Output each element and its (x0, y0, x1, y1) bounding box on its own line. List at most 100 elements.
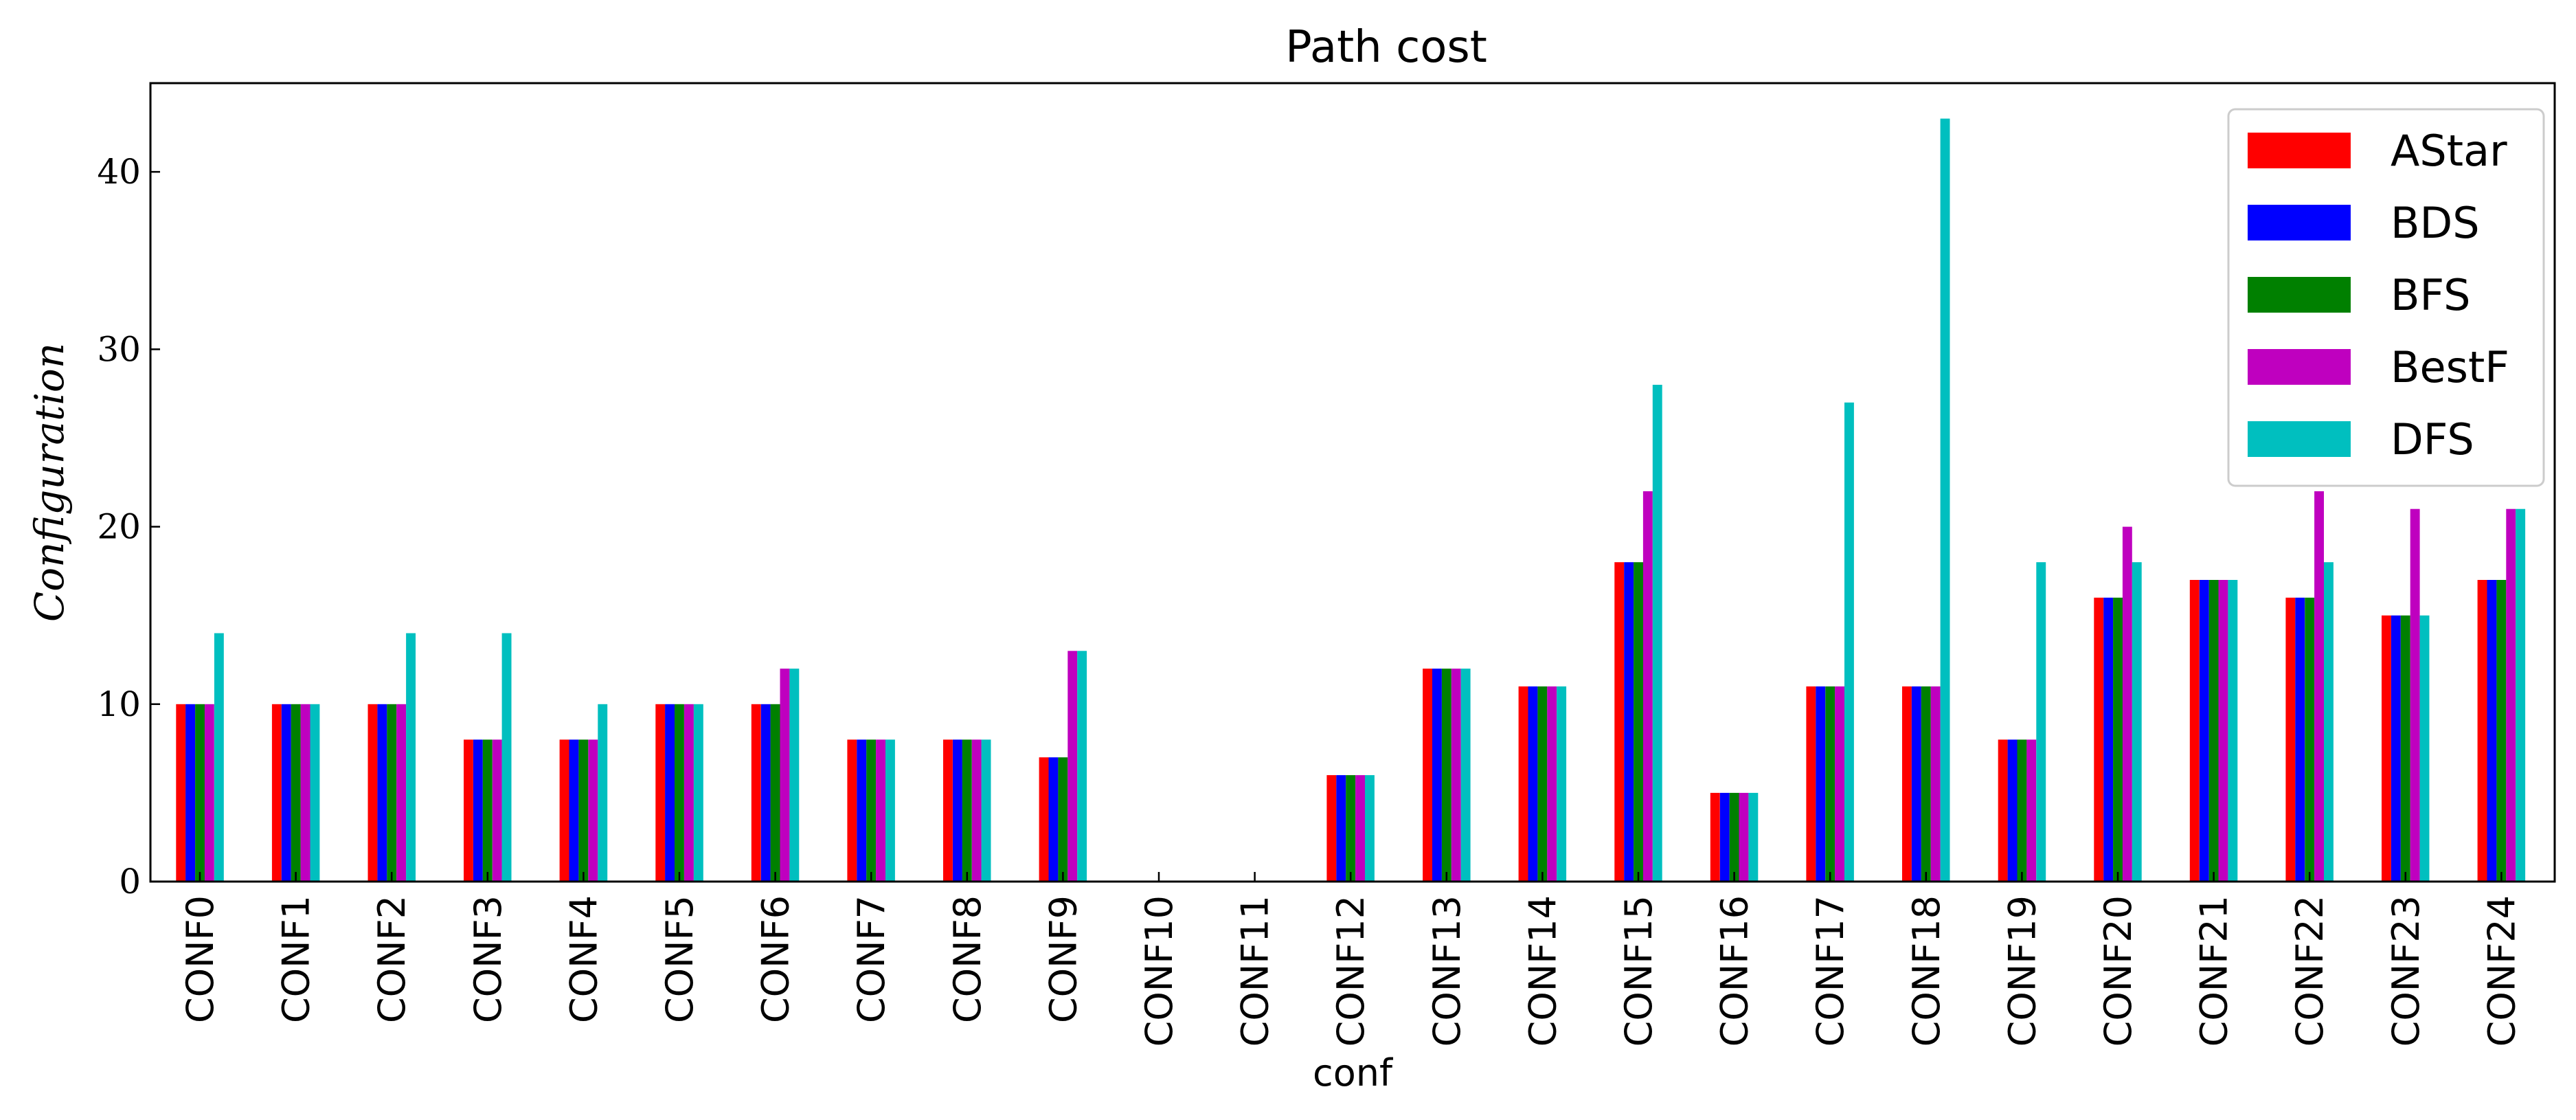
bar-bestf-conf20 (2122, 526, 2132, 882)
bar-bestf-conf21 (2218, 580, 2228, 882)
bar-astar-conf2 (368, 704, 378, 882)
x-tick-label: CONF11 (1234, 895, 1277, 1046)
bar-bds-conf21 (2199, 580, 2209, 882)
x-tick-label: CONF10 (1138, 895, 1181, 1046)
bar-bds-conf9 (1048, 757, 1059, 882)
x-tick-label: CONF3 (466, 895, 510, 1023)
x-tick-label: CONF5 (658, 895, 701, 1023)
bar-astar-conf0 (176, 704, 186, 882)
bar-astar-conf1 (271, 704, 282, 882)
bar-bfs-conf17 (1825, 686, 1835, 882)
bar-astar-conf12 (1326, 775, 1337, 882)
legend-box (2227, 108, 2545, 487)
bar-dfs-conf1 (310, 704, 320, 882)
bar-bds-conf19 (2007, 739, 2018, 882)
bar-astar-conf17 (1806, 686, 1816, 882)
bar-dfs-conf2 (406, 633, 416, 882)
bar-bfs-conf19 (2017, 739, 2027, 882)
bar-astar-conf18 (1902, 686, 1912, 882)
bar-astar-conf22 (2285, 597, 2296, 882)
bar-bfs-conf22 (2305, 597, 2315, 882)
bar-dfs-conf9 (1077, 651, 1087, 882)
y-axis-label: Configuration (26, 343, 73, 622)
plot-frame (149, 82, 2556, 883)
bar-bestf-conf17 (1835, 686, 1844, 882)
bar-bestf-conf8 (971, 739, 982, 882)
bar-bds-conf6 (760, 704, 771, 882)
x-tick-label: CONF18 (1905, 895, 1948, 1046)
bar-bds-conf4 (569, 739, 579, 882)
bar-bds-conf22 (2295, 597, 2305, 882)
x-tick-label: CONF16 (1713, 895, 1756, 1046)
bar-bfs-conf0 (195, 704, 205, 882)
bar-bds-conf20 (2103, 597, 2114, 882)
bar-bestf-conf19 (2026, 739, 2037, 882)
bar-bfs-conf14 (1537, 686, 1548, 882)
bar-astar-conf7 (847, 739, 857, 882)
bar-bfs-conf21 (2208, 580, 2219, 882)
bar-astar-conf15 (1614, 562, 1625, 882)
x-tick-label: CONF4 (562, 895, 605, 1023)
bar-bestf-conf2 (396, 704, 407, 882)
x-tick-label: CONF7 (850, 895, 893, 1023)
legend-swatch-bds (2248, 205, 2351, 240)
bar-bestf-conf23 (2410, 508, 2420, 882)
bar-astar-conf16 (1710, 792, 1720, 882)
bar-dfs-conf3 (501, 633, 512, 882)
bar-astar-conf19 (1998, 739, 2008, 882)
x-tick-label: CONF9 (1041, 895, 1085, 1023)
bar-bds-conf0 (185, 704, 195, 882)
bar-bestf-conf16 (1739, 792, 1749, 882)
bar-bfs-conf18 (1921, 686, 1931, 882)
bar-astar-conf14 (1518, 686, 1528, 882)
x-tick-label: CONF24 (2480, 895, 2523, 1046)
bar-bds-conf24 (2487, 580, 2497, 882)
bar-bestf-conf12 (1355, 775, 1365, 882)
x-tick-label: CONF1 (275, 895, 318, 1023)
x-tick-label: CONF14 (1521, 895, 1564, 1046)
x-tick-label: CONF12 (1329, 895, 1372, 1046)
bar-bestf-conf7 (876, 739, 885, 882)
bar-dfs-conf24 (2516, 508, 2526, 882)
bar-astar-conf6 (751, 704, 761, 882)
bar-bds-conf5 (665, 704, 675, 882)
bar-bds-conf8 (953, 739, 962, 882)
bar-bestf-conf6 (780, 669, 790, 882)
bar-bfs-conf1 (291, 704, 301, 882)
bar-bfs-conf7 (866, 739, 877, 882)
bar-bfs-conf24 (2496, 580, 2507, 882)
bar-bfs-conf16 (1729, 792, 1739, 882)
bar-bfs-conf8 (962, 739, 972, 882)
x-tick-label: CONF15 (1617, 895, 1660, 1046)
x-tick-label: CONF8 (946, 895, 989, 1023)
bar-bds-conf7 (857, 739, 867, 882)
bar-dfs-conf20 (2132, 562, 2142, 882)
x-tick-label: CONF17 (1809, 895, 1852, 1046)
legend-label-bds: BDS (2391, 198, 2480, 248)
legend-swatch-bestf (2248, 349, 2351, 385)
bar-bestf-conf18 (1930, 686, 1941, 882)
bar-bfs-conf4 (578, 739, 589, 882)
legend: AStar BDS BFS BestF DFS (2227, 108, 2545, 487)
bar-bestf-conf0 (204, 704, 214, 882)
bar-bfs-conf3 (482, 739, 493, 882)
bar-astar-conf5 (655, 704, 666, 882)
bar-bfs-conf20 (2113, 597, 2123, 882)
legend-label-dfs: DFS (2391, 414, 2474, 464)
legend-label-astar: AStar (2391, 126, 2507, 176)
bar-bestf-conf5 (684, 704, 694, 882)
bar-bds-conf18 (1911, 686, 1921, 882)
bar-astar-conf24 (2477, 580, 2487, 882)
bar-dfs-conf8 (981, 739, 991, 882)
bar-astar-conf8 (943, 739, 953, 882)
bar-bds-conf17 (1816, 686, 1826, 882)
bar-dfs-conf5 (693, 704, 703, 882)
bar-bds-conf1 (281, 704, 291, 882)
x-tick-label: CONF13 (1425, 895, 1469, 1046)
x-tick-label: CONF23 (2384, 895, 2428, 1046)
x-tick-label: CONF22 (2288, 895, 2331, 1046)
bar-bfs-conf9 (1058, 757, 1068, 882)
bar-dfs-conf13 (1460, 669, 1471, 882)
bar-bfs-conf2 (387, 704, 397, 882)
